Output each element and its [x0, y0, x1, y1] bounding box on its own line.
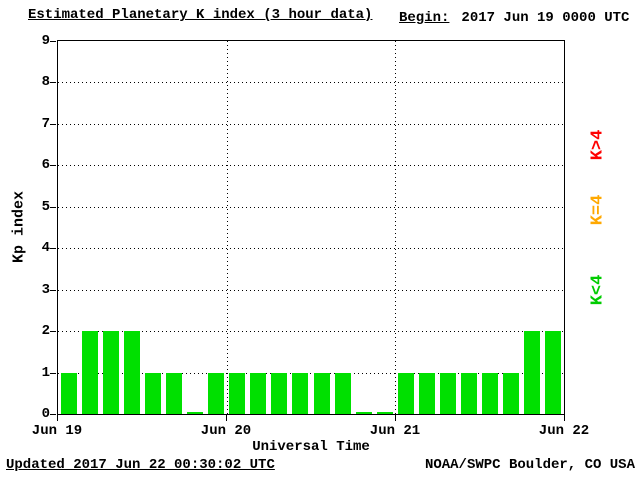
kp-bar: [334, 372, 351, 414]
y-tick: [50, 248, 56, 249]
y-gridline: [58, 331, 564, 333]
y-gridline: [58, 372, 564, 374]
legend-item-K4: K<4: [588, 274, 608, 306]
y-tick-label: 4: [41, 240, 50, 256]
updated-timestamp: Updated 2017 Jun 22 00:30:02 UTC: [6, 457, 275, 473]
kp-bar: [545, 331, 562, 414]
x-gridline: [227, 41, 228, 414]
kp-bar: [461, 372, 478, 414]
kp-bar: [144, 372, 161, 414]
kp-bar: [503, 372, 520, 414]
kp-bar: [355, 412, 372, 414]
x-tick: [57, 415, 58, 421]
kp-bar: [418, 372, 435, 414]
y-tick: [50, 290, 56, 291]
x-tick: [564, 415, 565, 421]
y-tick-label: 9: [41, 33, 50, 49]
x-tick-label: Jun 19: [31, 423, 83, 439]
x-tick-label: Jun 22: [538, 423, 590, 439]
y-tick-label: 3: [41, 282, 50, 298]
y-gridline: [58, 289, 564, 291]
kp-bar: [81, 331, 98, 414]
legend-item-K4: K>4: [588, 129, 608, 161]
begin-timestamp: Begin: 2017 Jun 19 0000 UTC: [399, 10, 629, 26]
y-tick-label: 1: [41, 365, 50, 381]
begin-label: Begin:: [399, 10, 450, 26]
y-tick: [50, 414, 56, 415]
y-tick-label: 5: [41, 199, 50, 215]
y-gridline: [58, 123, 564, 125]
kp-bar: [208, 372, 225, 414]
credit-text: NOAA/SWPC Boulder, CO USA: [424, 457, 635, 473]
y-tick: [50, 165, 56, 166]
kp-bar: [397, 372, 414, 414]
kp-bar: [292, 372, 309, 414]
kp-bar: [187, 412, 204, 414]
kp-bar: [440, 372, 457, 414]
plot-area: [57, 40, 565, 415]
kp-bar: [229, 372, 246, 414]
x-tick-label: Jun 20: [200, 423, 252, 439]
y-tick: [50, 124, 56, 125]
y-gridline: [58, 82, 564, 84]
begin-value: 2017 Jun 19 0000 UTC: [461, 10, 630, 26]
y-tick: [50, 41, 56, 42]
y-tick: [50, 373, 56, 374]
y-tick-label: 6: [41, 157, 50, 173]
chart-title: Estimated Planetary K index (3 hour data…: [28, 7, 373, 23]
y-gridline: [58, 248, 564, 250]
y-tick-label: 7: [41, 116, 50, 132]
x-gridline: [395, 41, 396, 414]
kp-bar: [250, 372, 267, 414]
kp-bar: [60, 372, 77, 414]
kp-bar: [376, 412, 393, 414]
kp-bar: [102, 331, 119, 414]
kp-bar: [271, 372, 288, 414]
y-tick-label: 2: [41, 323, 50, 339]
x-tick: [395, 415, 396, 421]
kp-bar: [165, 372, 182, 414]
y-gridline: [58, 206, 564, 208]
y-tick: [50, 207, 56, 208]
x-axis-label: Universal Time: [252, 439, 370, 455]
y-tick-label: 8: [41, 74, 50, 90]
kp-bar: [524, 331, 541, 414]
legend-item-K4: K=4: [588, 194, 608, 226]
kp-bar: [123, 331, 140, 414]
y-tick: [50, 82, 56, 83]
y-gridline: [58, 165, 564, 167]
x-tick-label: Jun 21: [369, 423, 421, 439]
kp-bar: [313, 372, 330, 414]
y-tick-label: 0: [41, 406, 50, 422]
x-tick: [226, 415, 227, 421]
kp-bar: [482, 372, 499, 414]
y-tick: [50, 331, 56, 332]
